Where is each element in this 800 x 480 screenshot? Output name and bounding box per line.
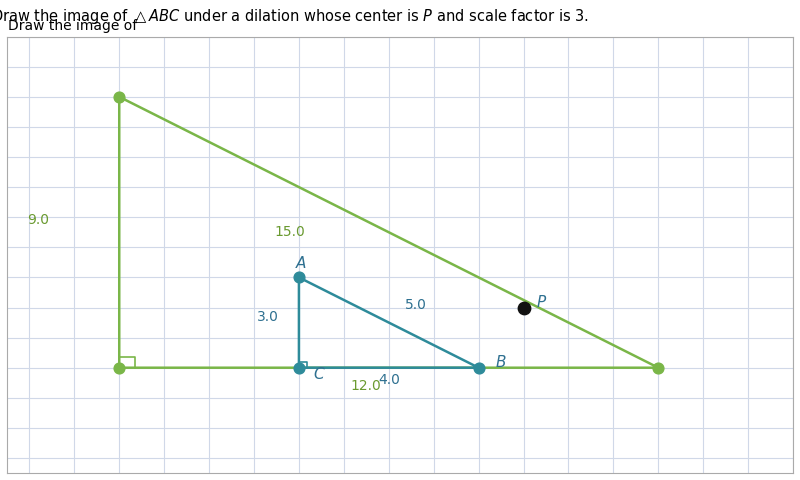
Point [293,364,306,372]
Point [517,304,530,312]
Text: 5.0: 5.0 [405,297,426,311]
Point [472,364,485,372]
Text: 3.0: 3.0 [257,309,278,323]
Point [113,364,126,372]
Text: 12.0: 12.0 [351,378,382,392]
Text: 9.0: 9.0 [27,213,50,227]
Text: $C$: $C$ [313,365,326,382]
Point [652,364,665,372]
Text: Draw the image of: Draw the image of [8,19,142,33]
Text: $P$: $P$ [536,293,547,309]
Text: $B$: $B$ [495,353,507,370]
Text: 4.0: 4.0 [378,372,400,386]
Point [113,94,126,101]
Text: 15.0: 15.0 [274,225,306,239]
Point [293,274,306,282]
Text: Draw the image of $\triangle ABC$ under a dilation whose center is $P$ and scale: Draw the image of $\triangle ABC$ under … [0,7,590,26]
Text: $A$: $A$ [295,254,307,270]
